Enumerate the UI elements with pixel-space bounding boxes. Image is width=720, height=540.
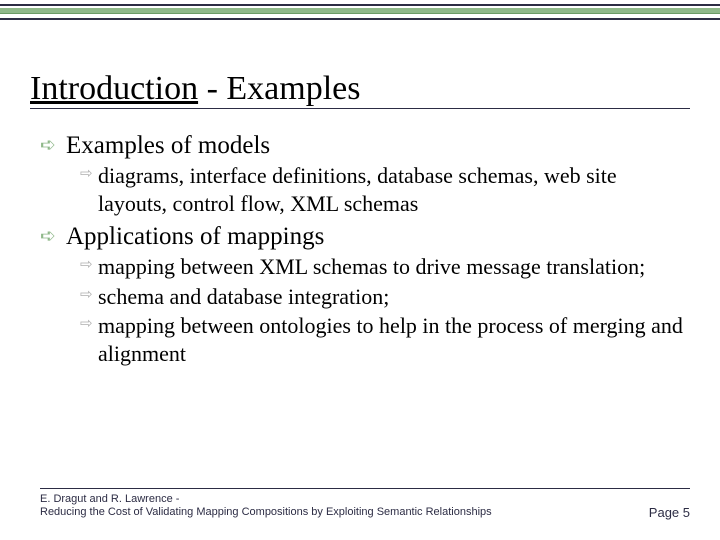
level1-text: Examples of models (66, 132, 270, 159)
footer-attribution: E. Dragut and R. Lawrence - Reducing the… (40, 493, 492, 521)
level1-text: Applications of mappings (66, 223, 324, 250)
title-underline-rule (30, 108, 690, 109)
level2-text: mapping between XML schemas to drive mes… (98, 254, 645, 279)
top-green-band (0, 8, 720, 14)
top-rule-1 (0, 4, 720, 6)
level2-text: mapping between ontologies to help in th… (98, 313, 683, 366)
bullet-level1: ➪ Applications of mappings (40, 223, 690, 251)
level2-text: schema and database integration; (98, 284, 389, 309)
footer-line1: E. Dragut and R. Lawrence - (40, 493, 492, 507)
slide-body: ➪ Examples of models ⇨ diagrams, interfa… (40, 126, 690, 369)
footer-rule (40, 488, 690, 489)
supset-bullet-icon: ➪ (40, 225, 56, 248)
title-rest: - Examples (198, 70, 360, 107)
title-underlined: Introduction (30, 70, 198, 107)
page-number: Page 5 (649, 505, 690, 520)
arrow-bullet-icon: ⇨ (80, 165, 93, 184)
arrow-bullet-icon: ⇨ (80, 256, 93, 275)
bullet-level2: ⇨ mapping between XML schemas to drive m… (40, 253, 690, 281)
arrow-bullet-icon: ⇨ (80, 315, 93, 334)
footer-row: E. Dragut and R. Lawrence - Reducing the… (40, 493, 690, 521)
level2-text: diagrams, interface definitions, databas… (98, 163, 617, 216)
arrow-bullet-icon: ⇨ (80, 286, 93, 305)
top-decoration (0, 0, 720, 26)
supset-bullet-icon: ➪ (40, 134, 56, 157)
slide-footer: E. Dragut and R. Lawrence - Reducing the… (40, 488, 690, 521)
bullet-level2: ⇨ diagrams, interface definitions, datab… (40, 162, 690, 217)
bullet-level2: ⇨ schema and database integration; (40, 283, 690, 311)
top-rule-2 (0, 18, 720, 20)
slide-title: Introduction - Examples (30, 70, 360, 108)
footer-line2: Reducing the Cost of Validating Mapping … (40, 506, 492, 520)
bullet-level1: ➪ Examples of models (40, 132, 690, 160)
bullet-level2: ⇨ mapping between ontologies to help in … (40, 312, 690, 367)
